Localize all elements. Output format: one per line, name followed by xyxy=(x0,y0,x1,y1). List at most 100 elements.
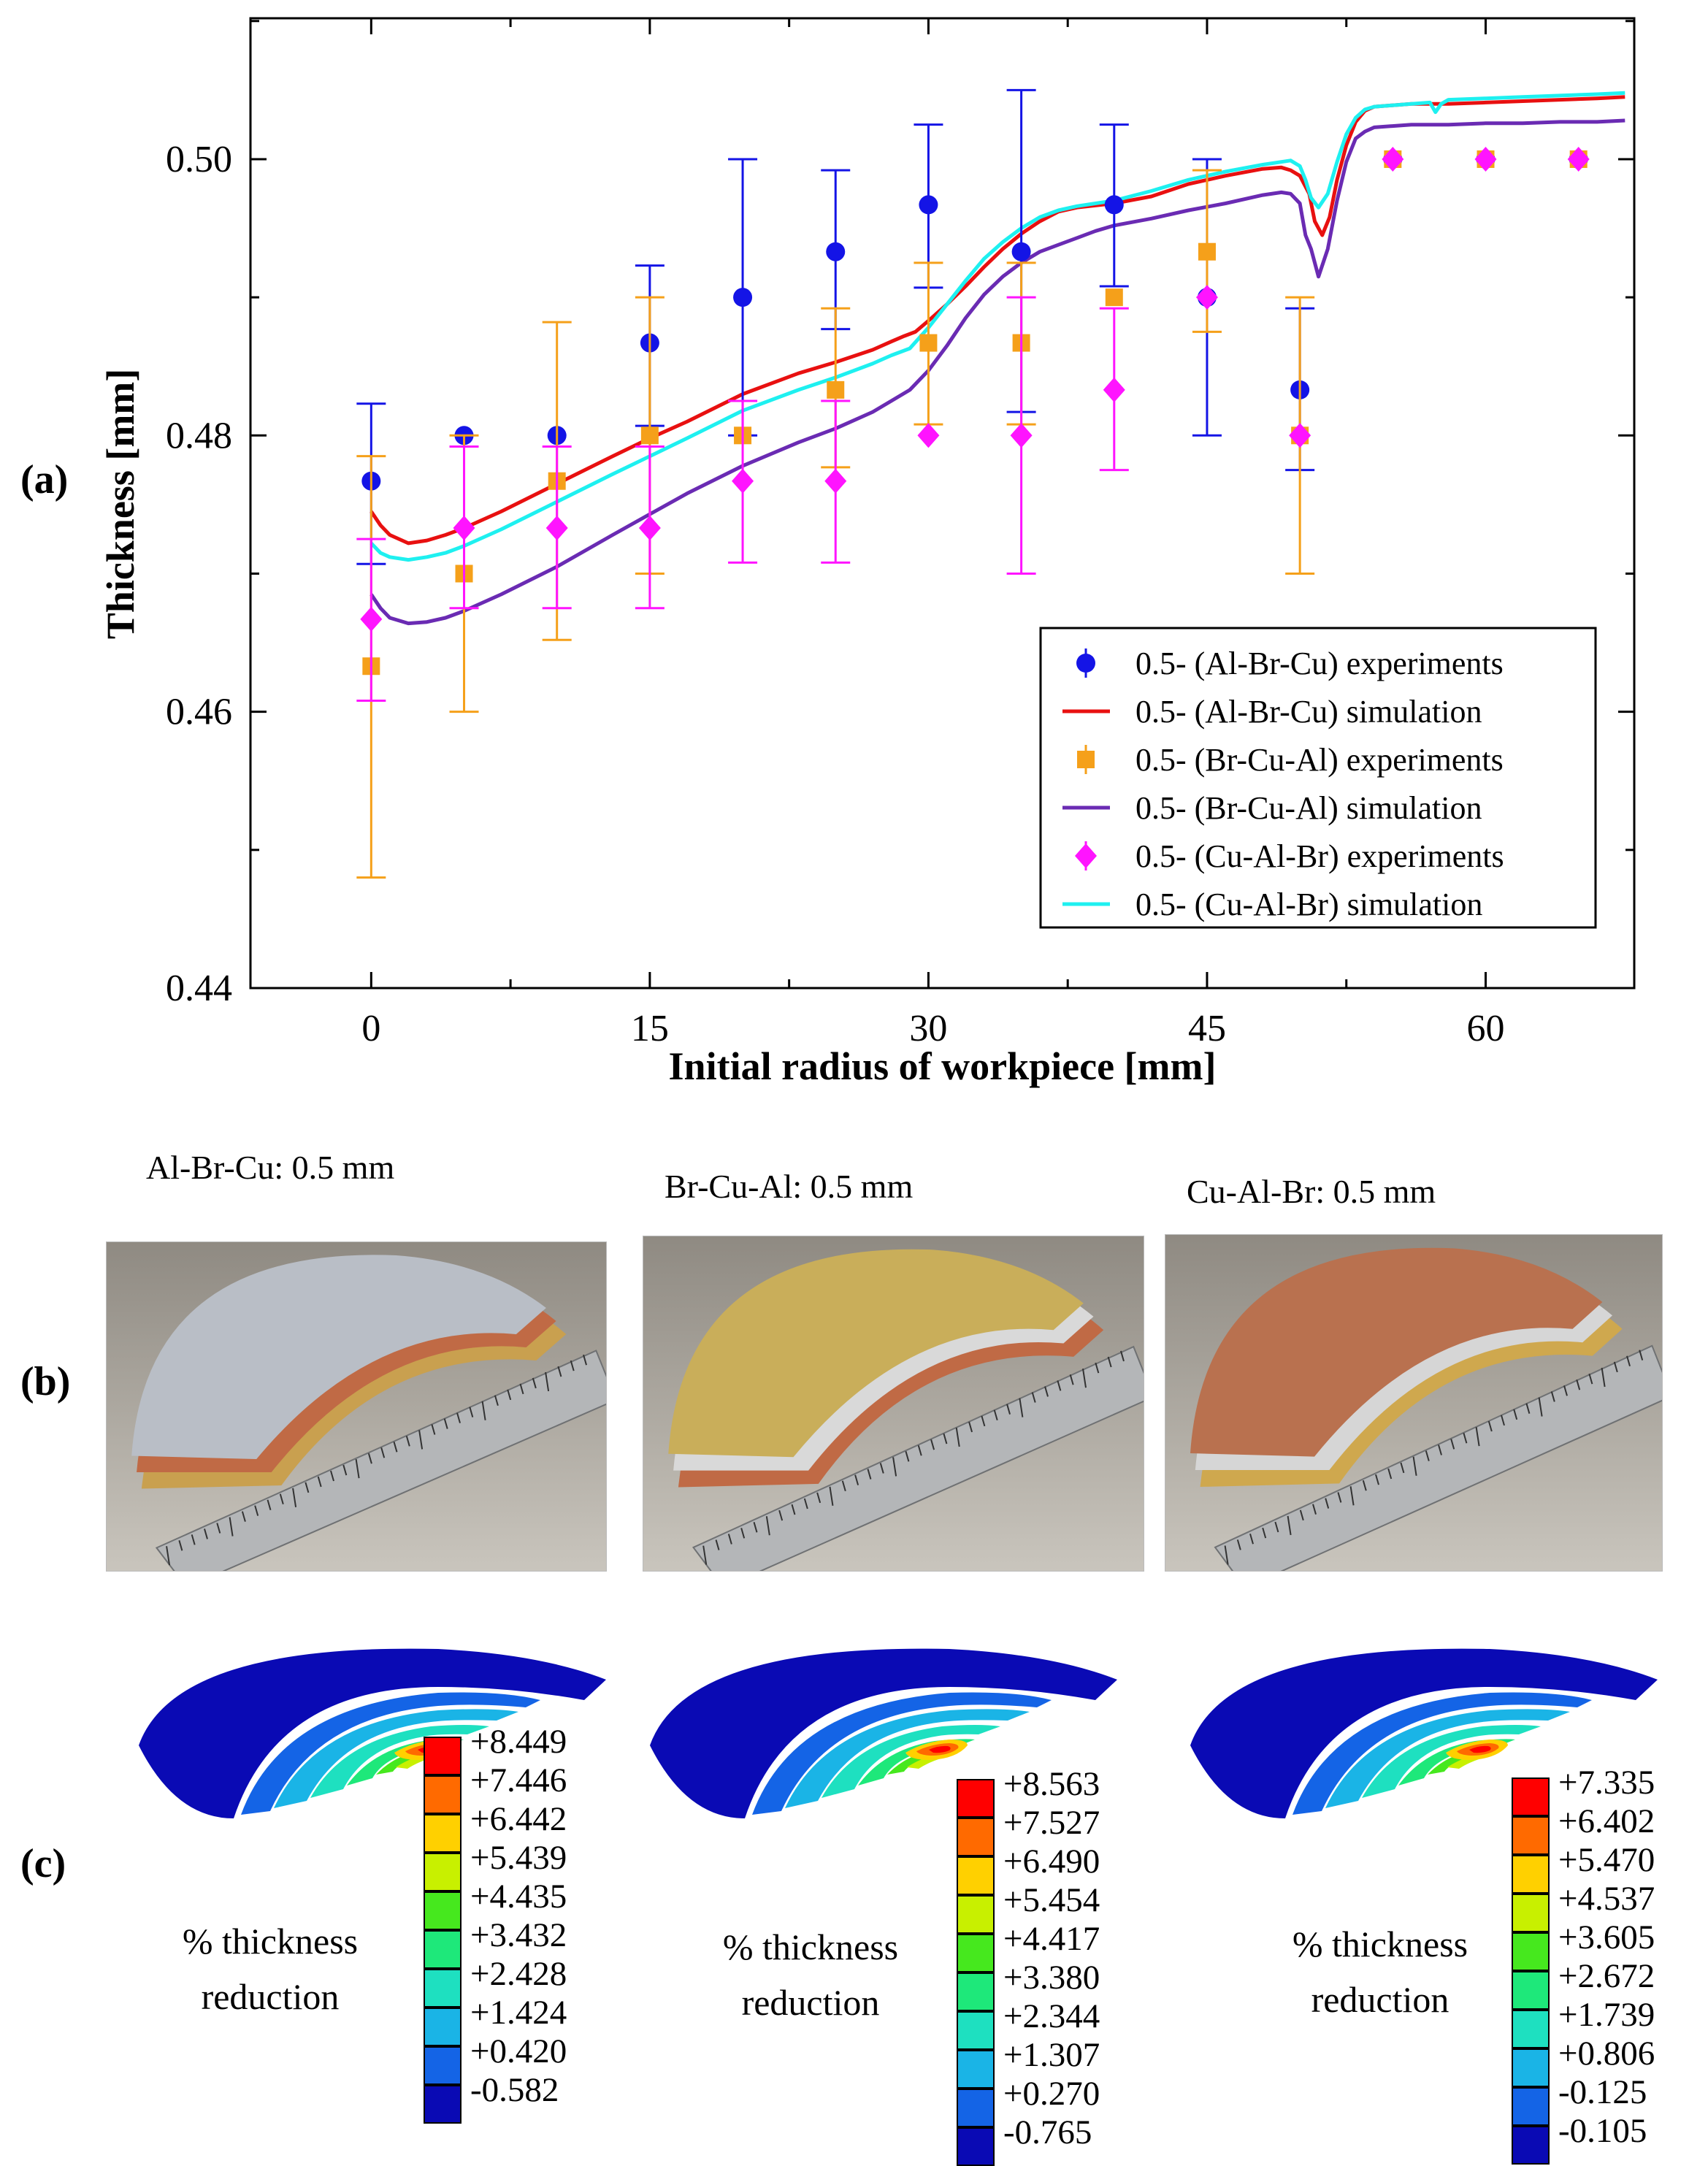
ruler-tick xyxy=(1349,1486,1355,1506)
fem-legend-value: -0.765 xyxy=(1003,2113,1092,2151)
fem-legend-swatch xyxy=(424,1814,462,1853)
x-tick-label: 60 xyxy=(1467,1008,1505,1049)
ruler-tick xyxy=(1576,1379,1581,1390)
ruler-tick xyxy=(1563,1385,1568,1396)
ruler-tick xyxy=(829,1486,834,1506)
fem-legend-swatch xyxy=(957,1895,995,1934)
fem-legend-swatch xyxy=(1512,2048,1550,2087)
ruler-tick xyxy=(1487,1420,1493,1432)
fem-legend-value: +8.449 xyxy=(470,1723,567,1761)
fem-legend-value: -0.105 xyxy=(1558,2112,1647,2150)
ruler-tick xyxy=(1387,1468,1393,1480)
fem-legend-swatch xyxy=(424,1775,462,1814)
ruler-tick xyxy=(418,1430,424,1450)
ruler-tick xyxy=(305,1482,310,1493)
fem-legend-swatch xyxy=(957,2050,995,2089)
data-point xyxy=(919,195,938,215)
plot-frame xyxy=(249,17,1636,990)
ruler-tick xyxy=(1475,1426,1480,1447)
ruler-tick xyxy=(1588,1373,1593,1385)
ruler-tick xyxy=(981,1415,986,1427)
ruler-tick xyxy=(279,1493,284,1505)
ruler-tick xyxy=(330,1470,334,1482)
experiment-series-3 xyxy=(356,146,1590,703)
ruler-tick xyxy=(1337,1492,1342,1503)
fem-caption-3-line1: % thickness xyxy=(1292,1924,1468,1964)
x-tick-label: 30 xyxy=(909,1008,947,1049)
fem-legend-value: -0.582 xyxy=(470,2071,559,2109)
fem-legend-value: +4.435 xyxy=(470,1878,567,1916)
ruler-tick xyxy=(968,1421,973,1433)
fem-legend-value: +3.605 xyxy=(1558,1918,1655,1956)
data-point xyxy=(545,516,568,541)
photo-title-2: Br-Cu-Al: 0.5 mm xyxy=(665,1168,914,1205)
fem-legend-swatch xyxy=(424,2085,462,2124)
fem-legend-value: +7.527 xyxy=(1003,1804,1100,1842)
ruler-tick xyxy=(1287,1515,1292,1536)
fem-legend-value: +4.417 xyxy=(1003,1920,1100,1958)
ruler-tick xyxy=(1412,1456,1417,1476)
ruler-tick xyxy=(1438,1444,1442,1455)
legend-label-3: 0.5- (Br-Cu-Al) experiments xyxy=(1136,742,1504,778)
ruler-tick xyxy=(241,1511,246,1522)
data-point xyxy=(1567,146,1590,172)
ruler-tick xyxy=(1513,1409,1518,1420)
fem-contour-band-2 xyxy=(274,1709,518,1808)
data-point xyxy=(453,516,475,541)
fem-legend-value: +2.428 xyxy=(470,1955,567,1993)
fem-legend-swatch xyxy=(1512,2087,1550,2126)
ruler-tick xyxy=(1639,1350,1644,1361)
ruler-tick xyxy=(702,1545,708,1565)
fem-contour-band-9 xyxy=(929,1745,951,1753)
data-point xyxy=(640,426,659,445)
fem-legend-swatch xyxy=(424,1737,462,1775)
ruler-tick xyxy=(1425,1450,1430,1461)
photo-title-3: Cu-Al-Br: 0.5 mm xyxy=(1187,1173,1436,1210)
fem-legend-swatch xyxy=(1512,1971,1550,2010)
fem-contour-band-2 xyxy=(785,1709,1030,1808)
ruler-tick xyxy=(1006,1404,1011,1415)
fem-legend-swatch xyxy=(957,2011,995,2050)
ruler-tick xyxy=(1525,1403,1531,1414)
ruler-tick xyxy=(715,1539,720,1550)
fem-drawing xyxy=(1190,1648,1658,1818)
fem-legend-value: +3.380 xyxy=(1003,1959,1100,1997)
ruler-tick xyxy=(204,1528,208,1539)
fem-outer-region xyxy=(650,1648,1117,1818)
data-point xyxy=(732,468,754,494)
ruler-tick xyxy=(1550,1391,1555,1402)
ruler-tick xyxy=(1601,1367,1606,1388)
fem-legend-swatch xyxy=(957,1934,995,1972)
fem-contour-band-3 xyxy=(822,1725,1000,1798)
fem-contour-2 xyxy=(643,1636,1117,1855)
ruler-tick xyxy=(753,1522,758,1533)
simulation-line-2 xyxy=(369,118,1625,626)
data-point xyxy=(1103,377,1125,402)
chart-legend xyxy=(1039,627,1597,929)
fem-legend-value: +6.490 xyxy=(1003,1842,1100,1880)
ruler-tick xyxy=(545,1371,550,1392)
ruler-tick xyxy=(1262,1527,1267,1539)
ruler-tick xyxy=(481,1401,486,1420)
data-point xyxy=(1289,423,1311,448)
ruler-tick xyxy=(570,1360,575,1371)
fem-legend-value: +0.420 xyxy=(470,2032,567,2070)
fem-caption-1-line1: % thickness xyxy=(182,1921,359,1962)
ruler-tick xyxy=(1400,1462,1405,1474)
x-tick-label: 45 xyxy=(1188,1008,1226,1049)
fem-contour-band-1 xyxy=(241,1692,540,1815)
ruler-tick xyxy=(1362,1480,1367,1491)
y-tick-label: 0.50 xyxy=(166,139,232,180)
data-point xyxy=(824,468,847,494)
ruler-tick xyxy=(943,1433,948,1444)
data-point xyxy=(1382,146,1404,172)
ruler-tick xyxy=(1463,1432,1468,1444)
ruler-tick xyxy=(393,1442,398,1453)
fem-drawing xyxy=(650,1648,1117,1818)
ruler-tick xyxy=(267,1499,272,1510)
specimen-top-layer xyxy=(131,1255,546,1459)
ruler-tick xyxy=(507,1389,512,1401)
x-tick-label: 0 xyxy=(361,1008,380,1049)
fem-caption-3-line2: reduction xyxy=(1311,1979,1449,2020)
fem-legend-swatch xyxy=(1512,1855,1550,1894)
